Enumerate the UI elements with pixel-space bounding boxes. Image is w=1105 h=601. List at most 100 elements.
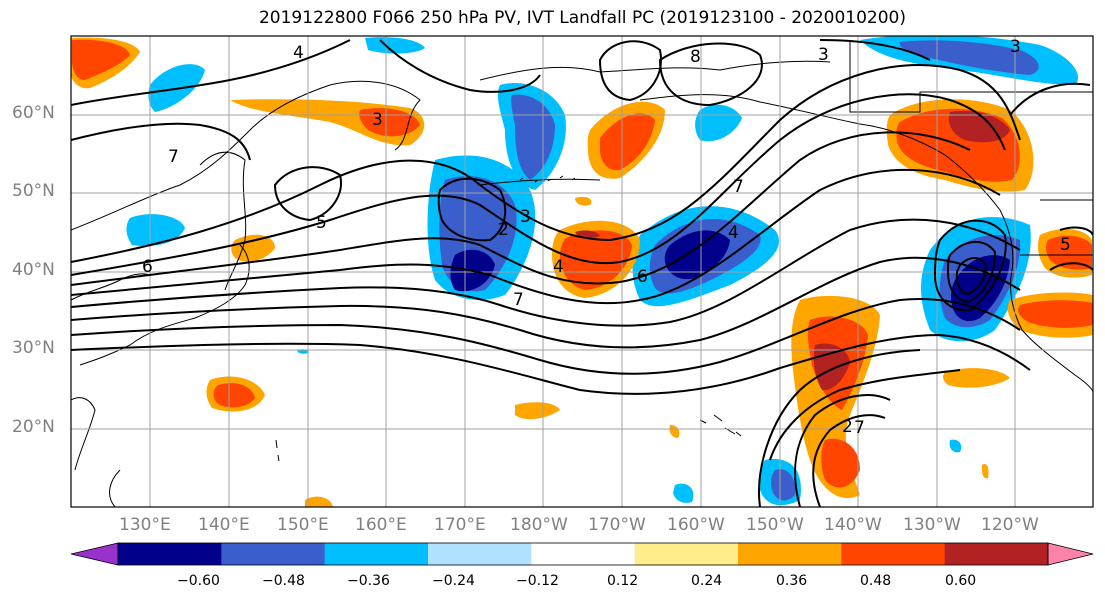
lon-label: 130°W [903,515,961,535]
contour-line [946,240,997,304]
lon-label: 140°W [824,515,882,535]
contour-line [812,414,886,507]
contour-line [71,39,351,106]
colorbar-cell [634,543,739,565]
positive-anomaly-eastpac [886,99,1093,338]
map-frame [70,35,1094,508]
graticule [71,36,1093,507]
coast-hawaii [699,414,742,437]
contour-label: 8 [690,47,701,67]
contour-label: 4 [728,223,739,243]
colorbar-outline [117,542,1049,566]
colorbar-cell [944,543,1049,565]
lon-label: 150°W [746,515,804,535]
contour-line [71,64,1021,263]
negative-anomaly-westpac [427,83,566,300]
colorbar-cells [70,542,1094,566]
coast-japan [79,244,250,366]
colorbar-cell [841,543,946,565]
coast-philippines [109,469,121,507]
contour-label: 7 [733,177,744,197]
contour-line [1059,226,1093,236]
contour-line [71,122,251,161]
contour-line [71,333,1031,395]
contour-line [758,349,921,507]
contour-line [71,131,971,286]
colorbar-tick-label: 0.24 [691,573,723,589]
contour-label: 2 [498,220,509,240]
negative-anomaly-central [632,104,779,307]
contour-line [955,257,988,296]
colorbar-cell [221,543,326,565]
colorbar-tick-label: −0.36 [347,573,390,589]
lon-label: 160°E [355,515,407,535]
colorbar-tick-label: 0.60 [945,573,977,589]
colorbar-cell [531,543,636,565]
contour-line [273,166,342,222]
contour-label: 7 [513,290,524,310]
border-canada-alaska [849,40,1093,113]
contour-line [598,40,662,102]
coastline-layer [71,40,1093,507]
contour-label: 3 [372,110,383,130]
contour-label: 4 [553,257,564,277]
map-title: 2019122800 F066 250 hPa PV, IVT Landfall… [258,8,906,28]
contour-labels: 4 3 7 5 2 3 4 7 6 6 7 4 3 8 5 2 7 3 [142,37,1071,438]
colorbar-tick-label: −0.60 [177,573,220,589]
colorbar-extend-low [70,542,119,566]
contour-line [794,394,891,507]
contour-label: 4 [293,43,304,63]
contour-line [71,218,1021,327]
border-usa [1020,199,1093,256]
contour-line [437,177,507,242]
positive-anomaly-westpac [71,37,640,507]
contour-label: 7 [854,418,865,438]
contour-line [658,42,763,107]
coast-na-west [999,209,1093,393]
coast-china-south [71,397,96,471]
colorbar-tick-label: 0.48 [860,573,892,589]
coast-asia [71,80,421,231]
contour-label: 6 [637,267,648,287]
contour-line [1049,262,1093,271]
coast-alaska-south [639,94,1001,211]
pv-contour-layer [71,39,1093,507]
contour-label: 5 [316,213,327,233]
contour-line [71,93,1006,276]
coast-islands-west [275,439,280,462]
lat-label: 60°N [12,103,55,123]
contour-line [1009,82,1091,116]
colorbar-cell [428,543,532,565]
colorbar-tick-label: −0.48 [262,573,305,589]
contour-line [379,39,541,93]
contour-label: 3 [520,207,531,227]
colorbar-tick-label: −0.24 [432,573,475,589]
colorbar-cell [738,543,842,565]
lon-label: 170°W [588,515,646,535]
colorbar-extend-high [1047,542,1094,566]
colorbar-tick-label: 0.12 [607,573,639,589]
contour-label: 6 [142,257,153,277]
lon-label: 160°W [667,515,725,535]
contour-line [71,168,1001,305]
colorbar-cell [118,543,222,565]
lat-label: 50°N [12,181,55,201]
lat-label: 30°N [12,338,55,358]
contour-line [819,39,931,61]
colorbar-tick-label: −0.12 [516,573,559,589]
contour-line [71,298,1021,375]
contour-line [769,369,961,461]
contour-label: 3 [818,45,829,65]
contour-line [71,256,1021,349]
colorbar-cell [324,543,429,565]
contour-label: 3 [1010,37,1021,57]
coast-alaska-north [479,60,831,81]
lon-label: 120°W [981,515,1039,535]
contour-label: 7 [168,147,179,167]
contour-label: 2 [842,417,853,437]
lon-label: 130°E [119,515,171,535]
contour-label: 5 [1060,235,1071,255]
lon-label: 170°E [434,515,486,535]
